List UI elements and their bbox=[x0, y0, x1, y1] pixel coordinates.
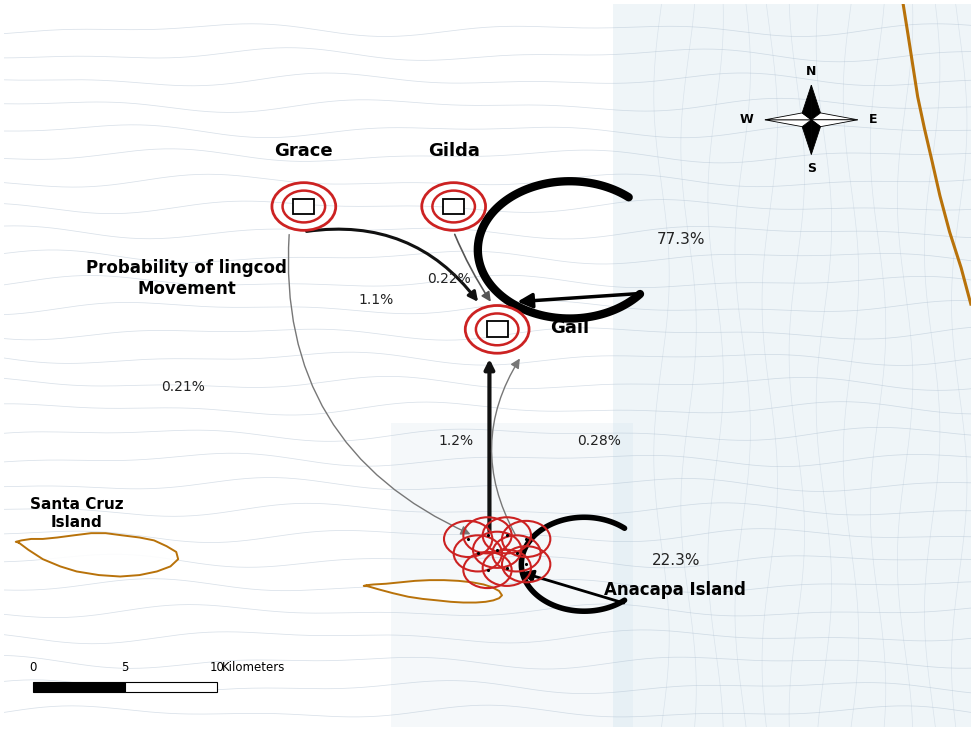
Polygon shape bbox=[811, 120, 821, 154]
Polygon shape bbox=[811, 120, 858, 126]
Text: 1.2%: 1.2% bbox=[438, 434, 473, 448]
Text: 77.3%: 77.3% bbox=[657, 232, 705, 246]
Text: Santa Cruz
Island: Santa Cruz Island bbox=[30, 498, 124, 530]
Polygon shape bbox=[802, 85, 811, 120]
Polygon shape bbox=[765, 120, 811, 126]
Text: W: W bbox=[740, 113, 754, 126]
Polygon shape bbox=[391, 423, 633, 727]
Bar bbox=[33, 683, 125, 692]
Text: N: N bbox=[806, 65, 816, 78]
Bar bbox=[293, 199, 315, 214]
Text: 10: 10 bbox=[210, 661, 224, 674]
Text: Gilda: Gilda bbox=[428, 142, 480, 159]
Polygon shape bbox=[802, 120, 811, 154]
Text: S: S bbox=[807, 162, 816, 175]
Bar bbox=[125, 683, 216, 692]
Text: Kilometers: Kilometers bbox=[221, 661, 285, 674]
Polygon shape bbox=[613, 4, 971, 727]
Text: Grace: Grace bbox=[275, 142, 333, 159]
Text: Anacapa Island: Anacapa Island bbox=[604, 580, 745, 599]
Text: E: E bbox=[870, 113, 878, 126]
Text: Gail: Gail bbox=[550, 319, 590, 337]
Bar bbox=[487, 322, 508, 337]
Text: 0.28%: 0.28% bbox=[577, 434, 621, 448]
Bar bbox=[443, 199, 464, 214]
Text: 1.1%: 1.1% bbox=[359, 293, 394, 308]
Text: 0.21%: 0.21% bbox=[161, 380, 205, 394]
Text: 5: 5 bbox=[121, 661, 129, 674]
Text: 0.22%: 0.22% bbox=[427, 272, 471, 286]
Polygon shape bbox=[16, 533, 178, 577]
Text: 22.3%: 22.3% bbox=[652, 553, 700, 568]
Polygon shape bbox=[765, 113, 811, 120]
Polygon shape bbox=[364, 580, 502, 602]
Text: Probability of lingcod
Movement: Probability of lingcod Movement bbox=[87, 260, 288, 298]
Text: 0: 0 bbox=[29, 661, 37, 674]
Polygon shape bbox=[811, 85, 821, 120]
Polygon shape bbox=[811, 113, 858, 120]
